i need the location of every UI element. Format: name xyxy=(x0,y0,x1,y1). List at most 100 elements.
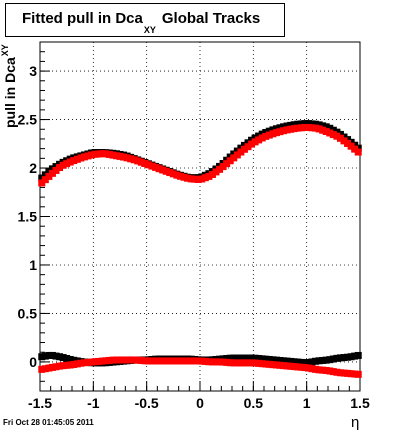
data-marker-black xyxy=(66,355,74,363)
data-marker-red xyxy=(66,158,74,166)
data-marker-black xyxy=(276,124,284,132)
data-marker-black xyxy=(351,352,359,360)
data-marker-black xyxy=(230,354,238,362)
data-marker-red xyxy=(144,161,152,169)
data-marker-red xyxy=(294,124,302,132)
data-marker-black xyxy=(326,356,334,364)
data-marker-red xyxy=(269,130,277,138)
data-marker-black xyxy=(265,355,273,363)
data-marker-black xyxy=(294,358,302,366)
data-marker-red xyxy=(109,151,117,159)
y-axis-label-subscript: XY xyxy=(0,44,10,57)
data-marker-red xyxy=(91,358,99,366)
data-marker-black xyxy=(319,122,327,130)
data-marker-black xyxy=(258,355,266,363)
data-marker-red xyxy=(148,162,156,170)
data-marker-red xyxy=(237,148,245,156)
data-marker-red xyxy=(63,361,71,369)
data-marker-red xyxy=(95,357,103,365)
data-marker-red xyxy=(301,364,309,372)
data-marker-red xyxy=(219,358,227,366)
data-marker-black xyxy=(347,353,355,361)
data-marker-red xyxy=(301,123,309,131)
data-marker-red xyxy=(173,357,181,365)
data-marker-red xyxy=(159,357,167,365)
data-marker-red xyxy=(88,151,96,159)
data-marker-black xyxy=(244,354,252,362)
data-marker-red xyxy=(315,125,323,133)
data-marker-red xyxy=(127,155,135,163)
data-marker-red xyxy=(208,170,216,178)
data-marker-red xyxy=(319,366,327,374)
data-marker-black xyxy=(237,144,245,152)
data-marker-red xyxy=(212,358,220,366)
data-marker-red xyxy=(52,363,60,371)
data-marker-red xyxy=(333,368,341,376)
data-marker-red xyxy=(56,164,64,172)
data-marker-black xyxy=(354,351,362,359)
data-marker-red xyxy=(205,172,213,180)
data-marker-red xyxy=(73,360,81,368)
data-marker-red xyxy=(244,143,252,151)
data-marker-black xyxy=(240,141,248,149)
data-marker-red xyxy=(255,359,263,367)
data-marker-black xyxy=(45,168,53,176)
data-marker-black xyxy=(333,354,341,362)
data-marker-red xyxy=(194,175,202,183)
data-marker-black xyxy=(308,120,316,128)
data-marker-red xyxy=(336,369,344,377)
data-marker-red xyxy=(280,362,288,370)
data-marker-red xyxy=(319,126,327,134)
data-marker-red xyxy=(205,358,213,366)
data-marker-red xyxy=(98,357,106,365)
y-tick-label: 0 xyxy=(29,354,37,370)
data-marker-black xyxy=(262,128,270,136)
data-marker-red xyxy=(312,124,320,132)
data-marker-red xyxy=(233,359,241,367)
data-marker-black xyxy=(319,356,327,364)
data-marker-red xyxy=(201,174,209,182)
data-marker-red xyxy=(45,364,53,372)
data-marker-red xyxy=(130,356,138,364)
data-marker-black xyxy=(333,128,341,136)
data-marker-red xyxy=(41,365,49,373)
data-marker-red xyxy=(344,369,352,377)
data-marker-black xyxy=(304,359,312,367)
data-marker-black xyxy=(297,120,305,128)
y-tick-label: 1.5 xyxy=(18,209,38,225)
data-marker-red xyxy=(262,360,270,368)
data-marker-black xyxy=(301,120,309,128)
data-marker-red xyxy=(276,128,284,136)
data-marker-red xyxy=(226,359,234,367)
data-marker-red xyxy=(141,160,149,168)
data-marker-red xyxy=(95,150,103,158)
data-marker-black xyxy=(340,354,348,362)
data-marker-red xyxy=(45,172,53,180)
data-marker-red xyxy=(38,365,46,373)
data-marker-black xyxy=(312,120,320,128)
data-marker-red xyxy=(251,359,259,367)
data-marker-black xyxy=(248,136,256,144)
data-marker-black xyxy=(70,356,78,364)
data-marker-red xyxy=(269,361,277,369)
data-marker-red xyxy=(198,357,206,365)
data-marker-red xyxy=(134,157,142,165)
data-marker-red xyxy=(219,163,227,171)
data-marker-red xyxy=(329,131,337,139)
data-marker-black xyxy=(38,353,46,361)
data-marker-red xyxy=(123,356,131,364)
data-marker-red xyxy=(351,145,359,153)
data-marker-red xyxy=(290,363,298,371)
data-points xyxy=(38,120,362,378)
data-marker-red xyxy=(48,169,56,177)
data-marker-black xyxy=(344,136,352,144)
data-marker-red xyxy=(41,176,49,184)
data-marker-red xyxy=(191,175,199,183)
data-marker-red xyxy=(240,145,248,153)
data-marker-red xyxy=(59,161,67,169)
data-marker-red xyxy=(283,362,291,370)
data-marker-black xyxy=(63,355,71,363)
data-marker-red xyxy=(187,175,195,183)
data-marker-red xyxy=(155,165,163,173)
